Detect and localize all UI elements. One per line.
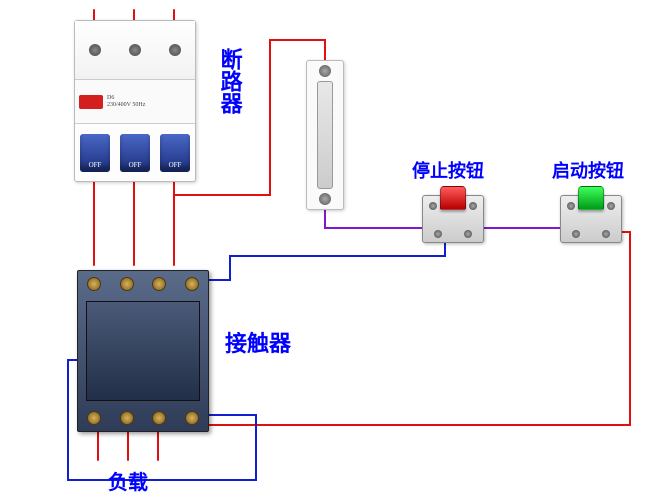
breaker-switch[interactable]: OFF: [80, 134, 110, 172]
contactor-terminal: [120, 411, 134, 425]
contactor-top-terminals: [78, 277, 208, 291]
button-terminal: [567, 202, 575, 210]
button-terminal: [572, 230, 580, 238]
fuse-cartridge: [317, 81, 333, 189]
breaker-label-plate: D6230/400V 50Hz: [75, 80, 195, 124]
breaker-switch-row: OFF OFF OFF: [75, 124, 195, 182]
start-button-cap[interactable]: [578, 186, 604, 210]
fuse-top-terminal: [319, 65, 331, 77]
wire-red: [94, 180, 174, 265]
wire-purple: [325, 210, 432, 228]
breaker-terminal: [169, 44, 181, 56]
wire-red: [193, 232, 630, 425]
load-label: 负载: [108, 470, 148, 496]
contactor-terminal: [120, 277, 134, 291]
contactor-terminal: [87, 411, 101, 425]
button-terminal: [429, 202, 437, 210]
breaker-terminal: [129, 44, 141, 56]
wire-blue: [200, 232, 445, 280]
circuit-breaker: D6230/400V 50Hz OFF OFF OFF: [74, 20, 196, 182]
button-terminal: [469, 202, 477, 210]
button-terminal: [607, 202, 615, 210]
stop-push-button[interactable]: [422, 195, 484, 243]
breaker-switch[interactable]: OFF: [160, 134, 190, 172]
button-bottom-terminals: [423, 230, 483, 238]
contactor-terminal: [185, 411, 199, 425]
stop-button-cap[interactable]: [440, 186, 466, 210]
contactor: [77, 270, 209, 432]
button-bottom-terminals: [561, 230, 621, 238]
wire-red: [94, 10, 174, 20]
stop-button-label: 停止按钮: [412, 160, 484, 183]
start-button-label: 启动按钮: [552, 160, 624, 183]
wire-red: [98, 432, 158, 460]
button-terminal: [602, 230, 610, 238]
start-push-button[interactable]: [560, 195, 622, 243]
contactor-terminal: [87, 277, 101, 291]
contactor-label: 接触器: [225, 330, 291, 359]
contactor-terminal: [152, 277, 166, 291]
contactor-body: [86, 301, 200, 401]
contactor-terminal: [152, 411, 166, 425]
breaker-brand-logo: [79, 95, 103, 109]
button-terminal: [434, 230, 442, 238]
breaker-switch[interactable]: OFF: [120, 134, 150, 172]
button-terminal: [464, 230, 472, 238]
breaker-terminal: [89, 44, 101, 56]
contactor-bottom-terminals: [78, 411, 208, 425]
contactor-terminal: [185, 277, 199, 291]
wire-red: [174, 40, 325, 195]
fuse-holder: [306, 60, 344, 210]
breaker-rating-text: D6230/400V 50Hz: [107, 95, 145, 108]
breaker-label: 断路器: [215, 48, 244, 114]
fuse-bottom-terminal: [319, 193, 331, 205]
breaker-top-terminals: [75, 21, 195, 80]
